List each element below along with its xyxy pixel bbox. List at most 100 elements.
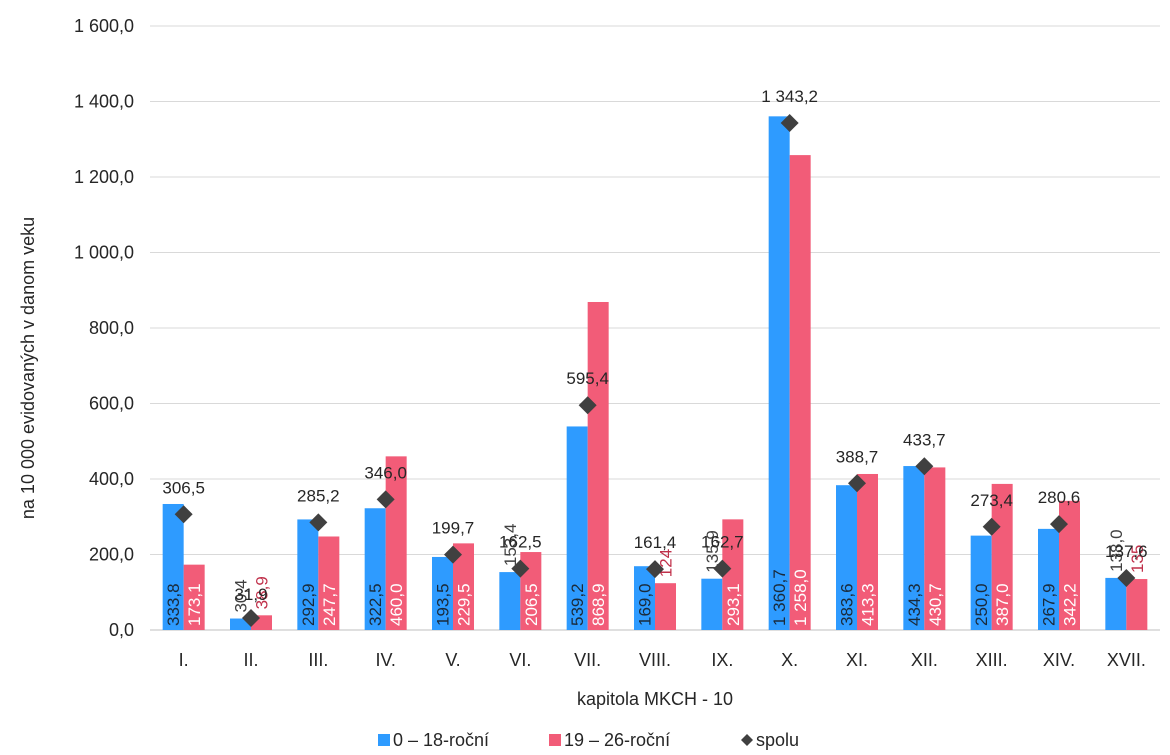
total-marker bbox=[780, 113, 799, 132]
bar-age-0-18 bbox=[230, 618, 251, 630]
bar-value-label: 138,0 bbox=[1107, 529, 1126, 572]
bar-value-label: 539,2 bbox=[568, 583, 587, 626]
total-marker bbox=[376, 490, 395, 509]
bar-age-19-26 bbox=[453, 543, 474, 630]
y-tick-label: 800,0 bbox=[89, 318, 134, 338]
bar-age-0-18 bbox=[836, 485, 857, 630]
legend-label: 0 – 18-roční bbox=[393, 730, 489, 750]
bar-value-label: 868,9 bbox=[589, 583, 608, 626]
total-value-label: 595,4 bbox=[566, 369, 609, 388]
bar-age-19-26 bbox=[318, 536, 340, 630]
bar-age-19-26 bbox=[1126, 579, 1148, 630]
y-axis-ticks: 0,0 200,0 400,0 600,0 800,0 1 000,0 1 200,0 1 4… bbox=[74, 16, 134, 640]
x-tick-label: VII. bbox=[574, 650, 601, 670]
total-marker bbox=[511, 559, 530, 578]
total-value-label: 285,2 bbox=[297, 486, 340, 505]
total-marker bbox=[174, 505, 193, 524]
bar-value-label: 1 258,0 bbox=[791, 569, 810, 626]
bar-age-0-18 bbox=[499, 572, 521, 630]
bar-value-label: 250,0 bbox=[972, 583, 991, 626]
bar-age-19-26 bbox=[587, 301, 609, 630]
bar-value-label: 30,4 bbox=[232, 579, 251, 612]
total-marker bbox=[915, 457, 934, 476]
bar-value-label: 413,3 bbox=[859, 583, 878, 626]
legend: 0 – 18-roční 19 – 26-roční spolu bbox=[378, 730, 799, 750]
bar-age-0-18 bbox=[1105, 577, 1127, 630]
total-value-label: 162,5 bbox=[499, 533, 542, 552]
bar-age-0-18 bbox=[903, 466, 925, 630]
bar-age-0-18 bbox=[634, 566, 655, 630]
y-tick-label: 200,0 bbox=[89, 545, 134, 565]
total-marker bbox=[982, 517, 1001, 536]
bar-value-label: 1 360,7 bbox=[770, 569, 789, 626]
bar-value-label: 38,9 bbox=[253, 576, 272, 609]
x-tick-label: XIV. bbox=[1043, 650, 1075, 670]
bar-value-label: 173,1 bbox=[185, 583, 204, 626]
x-tick-label: II. bbox=[243, 650, 258, 670]
bar-value-label: 333,8 bbox=[164, 583, 183, 626]
total-markers: 306,5 31,9 285,2 346,0 199,7 162,5 595,4 161,4 1… bbox=[162, 87, 1148, 627]
bar-age-0-18 bbox=[566, 426, 588, 630]
y-tick-label: 1 000,0 bbox=[74, 243, 134, 263]
bars bbox=[162, 116, 1148, 631]
legend-swatch bbox=[378, 734, 390, 746]
bar-value-label: 135,9 bbox=[703, 530, 722, 573]
y-axis-title: na 10 000 evidovaných v danom veku bbox=[18, 217, 38, 519]
bar-age-0-18 bbox=[1038, 528, 1059, 630]
y-tick-label: 1 400,0 bbox=[74, 92, 134, 112]
bar-age-0-18 bbox=[297, 519, 319, 630]
total-value-label: 161,4 bbox=[634, 533, 677, 552]
total-marker bbox=[848, 474, 866, 493]
total-value-label: 280,6 bbox=[1038, 488, 1081, 507]
bar-value-label: 460,0 bbox=[387, 583, 406, 626]
bar-value-label: 292,9 bbox=[299, 583, 318, 626]
x-tick-label: XI. bbox=[846, 650, 868, 670]
x-tick-label: I. bbox=[179, 650, 189, 670]
bar-value-label: 169,0 bbox=[636, 583, 655, 626]
total-value-label: 162,7 bbox=[701, 533, 744, 552]
x-tick-label: V. bbox=[445, 650, 460, 670]
bar-value-label: 322,5 bbox=[366, 583, 385, 626]
bar-value-labels: 333,8 173,1 30,4 38,9 292,9 247,7 322,5 460,0 19… bbox=[164, 524, 1147, 626]
x-tick-label: VI. bbox=[509, 650, 531, 670]
x-tick-label: X. bbox=[781, 650, 798, 670]
total-marker bbox=[578, 396, 597, 415]
bar-value-label: 434,3 bbox=[905, 583, 924, 626]
total-marker bbox=[646, 560, 664, 579]
bar-value-label: 342,2 bbox=[1061, 583, 1080, 626]
x-axis-ticks: I. II. III. IV. V. VI. VII. VIII. IX. X. XI. XII. XI… bbox=[179, 650, 1146, 670]
total-value-label: 306,5 bbox=[162, 478, 205, 497]
total-value-label: 273,4 bbox=[970, 491, 1013, 510]
total-marker bbox=[1050, 515, 1068, 534]
x-tick-label: XII. bbox=[911, 650, 938, 670]
x-tick-label: III. bbox=[308, 650, 328, 670]
bar-value-label: 229,5 bbox=[455, 583, 474, 626]
total-value-label: 433,7 bbox=[903, 430, 946, 449]
total-value-label: 31,9 bbox=[234, 585, 267, 604]
bar-value-label: 193,5 bbox=[434, 583, 453, 626]
bar-value-label: 247,7 bbox=[320, 583, 339, 626]
x-tick-label: XIII. bbox=[976, 650, 1008, 670]
bar-age-19-26 bbox=[722, 519, 744, 630]
bar-value-label: 153,4 bbox=[501, 524, 520, 567]
legend-label: 19 – 26-roční bbox=[564, 730, 670, 750]
total-value-label: 1 343,2 bbox=[761, 87, 818, 106]
total-marker bbox=[1117, 569, 1136, 588]
bar-age-0-18 bbox=[970, 535, 992, 630]
legend-swatch bbox=[549, 734, 561, 746]
bar-value-label: 206,5 bbox=[522, 583, 541, 626]
x-tick-label: IX. bbox=[711, 650, 733, 670]
y-tick-label: 600,0 bbox=[89, 394, 134, 414]
y-tick-label: 1 200,0 bbox=[74, 167, 134, 187]
bar-age-0-18 bbox=[432, 556, 453, 630]
bar-age-19-26 bbox=[924, 467, 946, 630]
bar-age-0-18 bbox=[768, 116, 790, 630]
x-tick-label: IV. bbox=[375, 650, 395, 670]
legend-swatch bbox=[741, 734, 753, 746]
bar-age-0-18 bbox=[701, 578, 723, 630]
bar-age-19-26 bbox=[789, 155, 811, 631]
total-marker bbox=[309, 513, 328, 532]
bar-value-label: 430,7 bbox=[926, 583, 945, 626]
bar-age-0-18 bbox=[162, 503, 184, 630]
